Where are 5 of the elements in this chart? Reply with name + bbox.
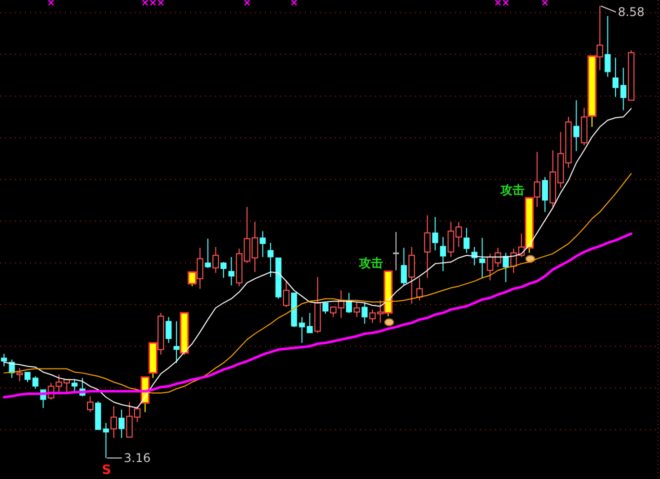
annotation: 3.16 [124,451,151,465]
annotation: S [102,463,112,478]
annotation: 8.58 [618,5,645,19]
annotation: 攻击 [359,256,384,270]
annotation: 攻击 [500,182,524,197]
